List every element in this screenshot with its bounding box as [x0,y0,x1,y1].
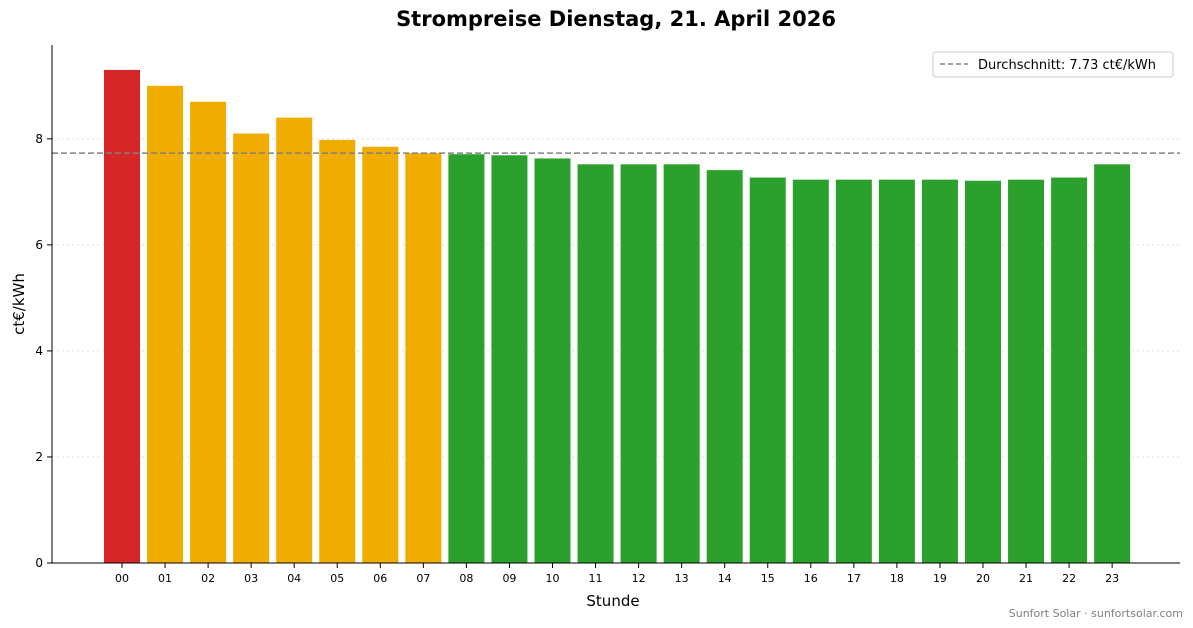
bar-hour-05 [319,139,356,563]
y-tick-label: 8 [35,132,43,146]
x-tick-label: 04 [287,572,301,585]
x-tick-label: 20 [976,572,990,585]
x-tick-label: 12 [632,572,646,585]
x-ticks: 00 01 02 03 04 05 06 07 08 09 10 11 12 13 14 15 16 17 18 19… [115,563,1119,585]
x-tick-label: 02 [201,572,215,585]
x-axis-label: Stunde [586,592,639,610]
y-tick-label: 4 [35,344,43,358]
bar-series [104,69,1131,564]
x-tick-label: 21 [1019,572,1033,585]
x-tick-label: 00 [115,572,129,585]
x-tick-label: 15 [761,572,775,585]
bar-hour-08 [448,154,485,563]
bar-hour-02 [190,101,227,564]
x-tick-label: 19 [933,572,947,585]
x-tick-label: 13 [675,572,689,585]
legend: Durchschnitt: 7.73 ct€/kWh [932,51,1174,78]
bar-hour-22 [1051,177,1088,563]
bar-hour-09 [491,155,528,563]
x-tick-label: 16 [804,572,818,585]
x-tick-label: 17 [847,572,861,585]
x-tick-label: 09 [502,572,516,585]
y-ticks: 0 2 4 6 8 [35,132,52,570]
bar-hour-11 [577,164,614,563]
footer-credit: Sunfort Solar · sunfortsolar.com [1009,607,1183,620]
bar-hour-13 [663,164,700,563]
bar-hour-18 [878,179,915,563]
bar-hour-19 [921,179,958,563]
x-tick-label: 07 [416,572,430,585]
bar-hour-03 [233,133,270,563]
x-tick-label: 11 [589,572,603,585]
bar-hour-14 [706,170,743,563]
legend-frame [932,51,1174,78]
bar-hour-23 [1094,164,1131,563]
bar-hour-16 [792,179,829,563]
x-tick-label: 18 [890,572,904,585]
x-tick-label: 08 [459,572,473,585]
bar-hour-07 [405,153,442,563]
bar-hour-21 [1008,179,1045,563]
y-tick-label: 2 [35,450,43,464]
x-tick-label: 10 [546,572,560,585]
bar-hour-17 [835,179,872,563]
y-tick-label: 0 [35,556,43,570]
bar-hour-00 [104,69,140,564]
x-tick-label: 01 [158,572,172,585]
bar-hour-04 [276,117,313,563]
x-tick-label: 03 [244,572,258,585]
x-tick-label: 22 [1062,572,1076,585]
x-tick-label: 23 [1105,572,1119,585]
x-tick-label: 05 [330,572,344,585]
x-tick-label: 14 [718,572,732,585]
chart-title: Strompreise Dienstag, 21. April 2026 [396,7,836,31]
bar-hour-20 [965,180,1001,563]
bar-hour-10 [534,158,571,564]
y-tick-label: 6 [35,238,43,252]
bar-hour-12 [620,164,657,563]
legend-average-label: Durchschnitt: 7.73 ct€/kWh [978,58,1156,73]
bar-hour-15 [749,177,786,563]
y-axis-label: ct€/kWh [10,273,28,335]
bar-hour-01 [147,85,184,563]
x-tick-label: 06 [373,572,387,585]
bar-hour-06 [362,146,399,563]
